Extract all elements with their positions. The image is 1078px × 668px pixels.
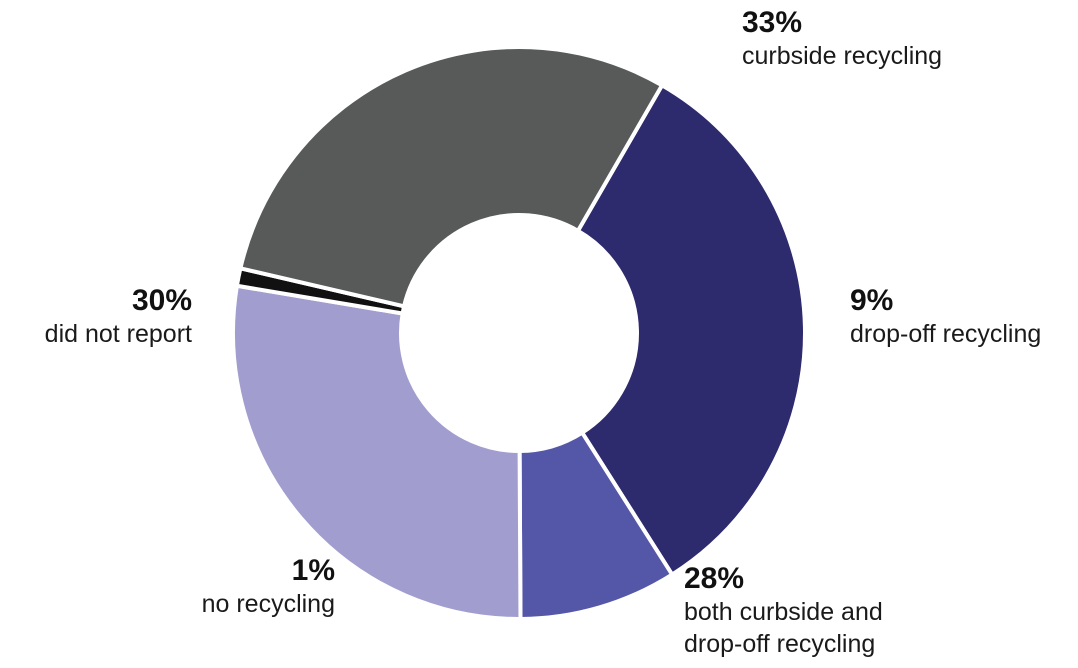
slice-value-label: 30% bbox=[132, 284, 192, 317]
donut-slices bbox=[231, 45, 807, 621]
slice-category-label: both curbside and bbox=[684, 598, 883, 626]
slice-category-label: no recycling bbox=[202, 590, 335, 618]
slice-labels: 33% curbside recycling 9% drop-off recyclin… bbox=[45, 6, 1042, 658]
slice-category-label: drop-off recycling bbox=[850, 320, 1041, 348]
slice-value-label: 33% bbox=[742, 6, 802, 39]
slice-category-label: did not report bbox=[45, 320, 192, 348]
donut-slice-3 bbox=[231, 283, 523, 621]
donut-slice-5 bbox=[238, 45, 664, 309]
slice-category-label: drop-off recycling bbox=[684, 630, 875, 658]
slice-label-2: 9% drop-off recycling bbox=[850, 284, 1041, 348]
slice-label-3: 28% both curbside and drop-off recycling bbox=[684, 562, 883, 658]
slice-value-label: 1% bbox=[292, 554, 335, 587]
slice-label-5: 30% did not report bbox=[45, 284, 192, 348]
slice-category-label: curbside recycling bbox=[742, 42, 942, 70]
donut-slice-1 bbox=[576, 83, 807, 577]
slice-label-1: 33% curbside recycling bbox=[742, 6, 942, 70]
slice-value-label: 28% bbox=[684, 562, 744, 595]
slice-value-label: 9% bbox=[850, 284, 893, 317]
slice-label-4: 1% no recycling bbox=[202, 554, 335, 618]
